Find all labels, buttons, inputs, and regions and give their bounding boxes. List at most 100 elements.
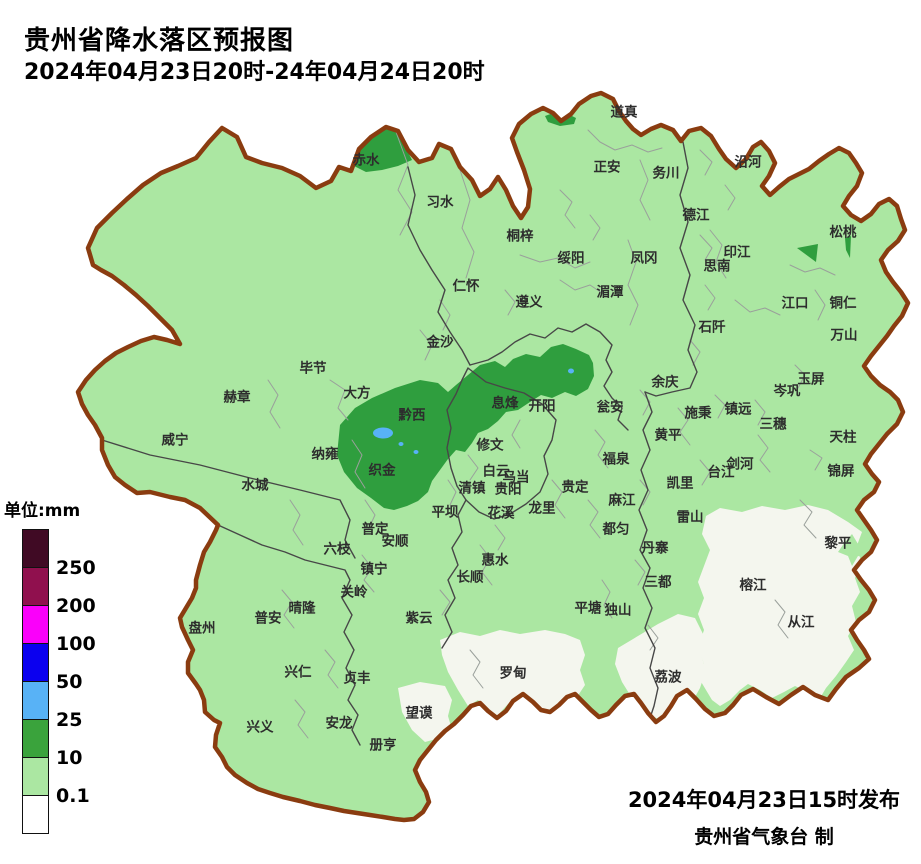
rain-zone-qianxi-xifeng-kaiyang-band bbox=[337, 344, 594, 510]
county-boundary-line bbox=[699, 234, 713, 261]
county-label: 花溪 bbox=[488, 505, 516, 522]
county-label: 兴义 bbox=[247, 719, 274, 736]
county-boundary-line bbox=[364, 499, 376, 531]
county-label: 关岭 bbox=[341, 584, 368, 601]
legend-swatch-25 bbox=[22, 681, 49, 720]
prefecture-boundary-line bbox=[441, 499, 467, 649]
legend-swatch-0.1 bbox=[22, 757, 49, 796]
rain-zone-patch-3 bbox=[845, 236, 851, 258]
county-label: 册亨 bbox=[370, 737, 397, 754]
prefecture-boundary-line bbox=[217, 524, 361, 746]
county-boundary-line bbox=[634, 559, 646, 586]
county-boundary-line bbox=[677, 407, 691, 446]
legend-swatch-50 bbox=[22, 643, 49, 682]
county-label: 龙里 bbox=[528, 500, 557, 517]
legend-swatch-200 bbox=[22, 567, 49, 606]
county-boundary-line bbox=[361, 554, 375, 593]
county-label: 黄平 bbox=[655, 427, 683, 444]
county-label: 平塘 bbox=[575, 600, 603, 617]
county-boundary-line bbox=[289, 499, 304, 546]
county-boundary-line bbox=[467, 454, 479, 481]
county-boundary-line bbox=[329, 379, 349, 421]
lake bbox=[568, 368, 574, 374]
county-label: 福泉 bbox=[602, 451, 631, 468]
county-label: 贵阳 bbox=[495, 481, 522, 498]
county-boundary-line bbox=[594, 429, 609, 469]
county-label: 清镇 bbox=[459, 480, 486, 497]
county-boundary-line bbox=[789, 264, 836, 276]
county-label: 桐梓 bbox=[507, 228, 535, 245]
county-label: 万山 bbox=[830, 328, 858, 344]
county-label: 岑巩 bbox=[774, 383, 802, 400]
county-label: 湄潭 bbox=[597, 285, 625, 301]
county-label: 玉屏 bbox=[798, 372, 826, 388]
county-boundary-line bbox=[511, 419, 521, 449]
county-label: 台江 bbox=[708, 464, 736, 481]
county-label: 务川 bbox=[653, 165, 680, 182]
county-boundary-line bbox=[551, 479, 566, 519]
trace-rain-zone-0 bbox=[440, 630, 585, 716]
county-boundary-line bbox=[794, 364, 806, 389]
county-label: 安龙 bbox=[326, 715, 353, 732]
county-label: 赤水 bbox=[353, 152, 380, 169]
county-boundary-line bbox=[494, 524, 506, 551]
prefecture-boundary-line bbox=[446, 367, 557, 520]
county-label: 施秉 bbox=[685, 405, 713, 422]
county-label: 三穗 bbox=[760, 416, 788, 433]
county-boundary-line bbox=[689, 339, 701, 366]
county-label: 金沙 bbox=[426, 334, 454, 351]
county-boundary-line bbox=[587, 499, 601, 539]
county-label: 黎平 bbox=[825, 535, 853, 552]
county-label: 遵义 bbox=[516, 294, 544, 311]
county-boundary-line bbox=[639, 389, 651, 416]
map-period: 2024年04月23日20时-24年04月24日20时 bbox=[24, 60, 485, 85]
issue-time: 2024年04月23日15时发布 bbox=[627, 788, 901, 812]
county-boundary-line bbox=[587, 129, 663, 153]
county-boundary-line bbox=[419, 329, 433, 361]
county-boundary-line bbox=[479, 544, 493, 586]
county-label: 乌当 bbox=[503, 469, 530, 486]
county-label: 毕节 bbox=[300, 360, 327, 377]
county-label: 平坝 bbox=[432, 505, 459, 521]
county-label: 兴仁 bbox=[285, 664, 312, 681]
province-border bbox=[75, 90, 911, 823]
county-label: 织金 bbox=[369, 462, 396, 479]
county-boundary-line bbox=[504, 289, 516, 316]
county-label: 印江 bbox=[724, 244, 752, 261]
prefecture-boundary-line bbox=[469, 323, 629, 431]
county-boundary-line bbox=[519, 254, 591, 269]
county-label: 黔西 bbox=[399, 407, 426, 424]
county-label: 修文 bbox=[476, 437, 504, 454]
county-boundary-line bbox=[447, 479, 457, 506]
legend-tick-250: 250 bbox=[56, 557, 96, 579]
county-boundary-line bbox=[639, 159, 651, 221]
county-label: 长顺 bbox=[457, 569, 484, 586]
county-label: 惠水 bbox=[482, 552, 509, 569]
county-label: 威宁 bbox=[162, 432, 189, 449]
county-boundary-line bbox=[351, 439, 366, 489]
county-label: 大方 bbox=[344, 385, 371, 402]
legend-tick-200: 200 bbox=[56, 595, 96, 617]
legend-color-scale bbox=[22, 529, 49, 834]
county-label: 镇远 bbox=[725, 401, 753, 418]
county-boundary-line bbox=[469, 649, 484, 689]
legend-tick-25: 25 bbox=[56, 709, 83, 731]
county-boundary-line bbox=[809, 449, 823, 471]
county-label: 白云 bbox=[483, 463, 510, 480]
county-boundary-line bbox=[627, 239, 639, 326]
legend-swatch-10 bbox=[22, 719, 49, 758]
county-boundary-line bbox=[647, 624, 659, 651]
county-boundary-line bbox=[324, 649, 339, 689]
county-label: 晴隆 bbox=[289, 600, 316, 617]
county-label: 锦屏 bbox=[828, 463, 856, 480]
county-label: 道真 bbox=[611, 104, 639, 121]
county-label: 丹寨 bbox=[642, 540, 670, 557]
county-label: 沿河 bbox=[735, 154, 763, 171]
county-label: 普安 bbox=[255, 610, 282, 627]
county-label: 瓮安 bbox=[597, 399, 624, 416]
county-label: 安顺 bbox=[382, 533, 409, 550]
county-label: 纳雍 bbox=[312, 446, 339, 463]
